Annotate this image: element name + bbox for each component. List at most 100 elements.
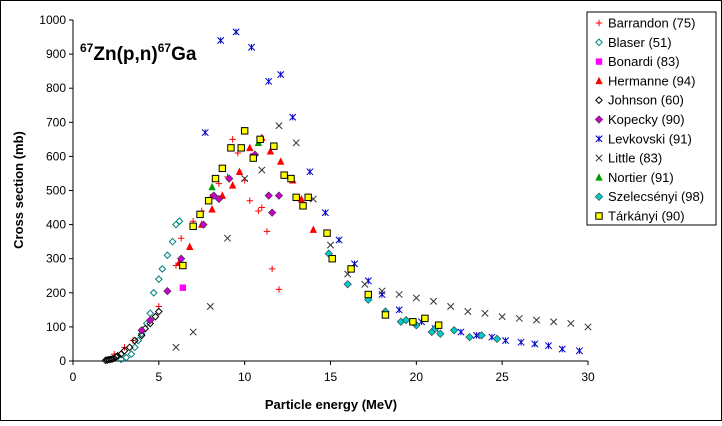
data-point [218,164,227,173]
legend: Barrandon (75) Blaser (51) Bonardi (83) Her… [586,11,717,226]
data-point [275,122,283,130]
data-point [255,207,262,215]
data-point [280,171,288,179]
series-4 [101,307,163,365]
data-point [172,343,180,351]
data-point [146,319,155,328]
data-point [265,77,273,85]
data-point [465,333,474,342]
data-point [361,280,369,288]
x-tick-label: 30 [581,370,595,384]
data-point [447,302,455,310]
data-point [256,135,264,144]
y-tick-label: 0 [59,354,66,368]
data-point [227,144,235,152]
data-point [323,229,331,237]
data-point [196,210,204,219]
data-point [206,302,214,310]
data-point [347,265,355,273]
data-point [249,154,257,162]
legend-item: Nortier (91) [595,170,674,185]
legend-label: Hermanne (94) [608,73,695,88]
data-point [531,340,539,348]
x-axis-label: Particle energy (MeV) [265,397,397,412]
data-point [584,323,592,331]
data-point [179,261,187,270]
data-point [201,128,209,137]
data-point [343,280,352,289]
data-point [464,308,472,316]
x-tick-label: 15 [324,370,338,384]
data-point [127,350,136,359]
y-tick-label: 400 [46,218,66,232]
data-point [395,290,403,299]
data-point [237,144,245,152]
y-tick-label: 100 [46,320,66,334]
legend-marker [595,154,603,162]
data-point [208,205,216,213]
y-tick-label: 300 [46,252,66,266]
data-point [492,334,502,343]
legend-marker [595,173,603,181]
y-tick-label: 900 [46,47,66,61]
legend-label: Blaser (51) [608,35,672,50]
data-point [289,113,297,121]
data-point [304,193,312,202]
data-point [472,331,480,339]
data-point [457,328,465,336]
legend-marker [595,96,603,105]
data-point [292,139,300,147]
legend-marker [595,135,603,143]
data-point [158,265,167,273]
data-point [172,262,180,269]
chart-title: 67Zn(p,n)67Ga [80,41,197,65]
data-point [179,284,187,291]
data-point [299,202,307,210]
data-point [189,222,197,231]
data-point [229,136,236,143]
data-point [277,157,285,165]
y-axis-label: Cross section (mb) [11,131,26,249]
data-point [378,287,386,295]
data-point [335,236,343,244]
legend-label: Bonardi (83) [608,54,680,69]
data-point [258,204,266,211]
data-point [381,311,390,319]
data-point [274,191,284,200]
data-point [113,351,122,360]
plot-area: 0 100 200 300 400 500 600 700 800 900 1000 0 5 10 15 20… [39,13,595,384]
data-point [106,355,115,364]
data-point [217,36,225,45]
data-point [268,208,277,217]
legend-item: Bonardi (83) [595,54,680,69]
data-point [550,318,558,326]
data-point [122,353,131,362]
legend-item: Barrandon (75) [595,16,695,31]
data-point [477,331,486,340]
legend-item: Little (83) [595,151,662,166]
data-point [125,343,134,352]
data-point [306,168,314,176]
series-10 [179,127,443,329]
data-point [429,297,438,305]
data-point [228,181,237,189]
y-tick-label: 800 [46,81,66,95]
y-tick-label: 600 [46,149,66,163]
x-tick-label: 25 [495,370,509,384]
data-point [189,328,197,336]
data-point [163,251,172,260]
data-point [151,312,160,321]
legend-marker [595,212,603,220]
x-tick-label: 0 [70,370,77,384]
data-point [175,217,184,226]
legend-label: Johnson (60) [608,93,684,108]
data-point [277,71,285,79]
data-point [211,174,220,183]
legend-label: Tárkányi (90) [608,209,685,224]
data-point [177,235,185,242]
data-point [168,237,177,246]
data-point [149,288,158,297]
x-tick-label: 5 [155,370,162,384]
data-point [558,345,566,353]
